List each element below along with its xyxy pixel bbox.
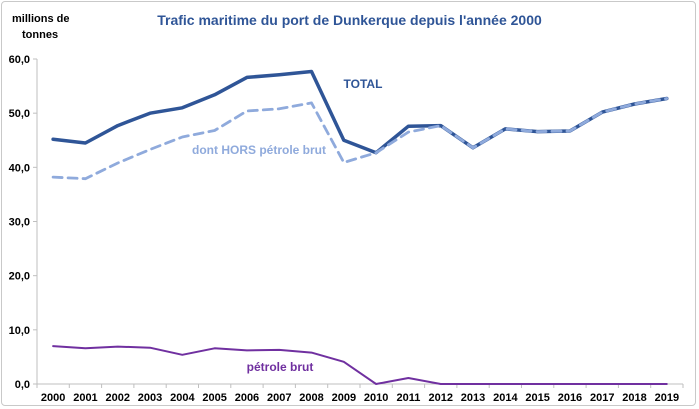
y-axis-label-line-2: tonnes <box>22 29 59 41</box>
x-tick-label: 2011 <box>397 392 421 404</box>
series-line-1 <box>51 97 669 181</box>
series-line-2 <box>52 345 668 385</box>
x-tick-label: 2017 <box>590 392 614 404</box>
x-tick-label: 2002 <box>106 392 130 404</box>
y-axis-label-line-1: millions de <box>12 13 70 25</box>
x-tick-label: 2018 <box>622 392 646 404</box>
x-tick-label: 2004 <box>170 392 195 404</box>
x-tick-label: 2010 <box>364 392 388 404</box>
y-tick-label: 50,0 <box>9 108 30 120</box>
series-label-0: TOTAL <box>344 77 383 91</box>
x-tick-label: 2006 <box>235 392 259 404</box>
series-line-0 <box>51 69 669 155</box>
x-tick-label: 2003 <box>138 392 162 404</box>
x-tick-label: 2000 <box>41 392 65 404</box>
x-tick-label: 2001 <box>73 392 97 404</box>
y-tick-label: 60,0 <box>9 54 30 66</box>
x-tick-label: 2016 <box>558 392 582 404</box>
y-tick-label: 0,0 <box>15 379 30 391</box>
series-label-1: dont HORS pétrole brut <box>192 143 326 157</box>
x-tick-label: 2009 <box>332 392 356 404</box>
y-tick-label: 10,0 <box>9 325 30 337</box>
chart-title: Trafic maritime du port de Dunkerque dep… <box>157 12 542 28</box>
x-tick-label: 2014 <box>493 392 518 404</box>
x-tick-label: 2015 <box>525 392 549 404</box>
y-tick-label: 40,0 <box>9 162 30 174</box>
x-tick-label: 2007 <box>267 392 291 404</box>
x-tick-label: 2013 <box>461 392 485 404</box>
x-tick-label: 2019 <box>655 392 679 404</box>
series-label-2: pétrole brut <box>247 360 314 374</box>
x-tick-label: 2005 <box>202 392 226 404</box>
y-tick-label: 30,0 <box>9 217 30 229</box>
x-tick-label: 2008 <box>299 392 323 404</box>
x-tick-label: 2012 <box>429 392 453 404</box>
y-tick-label: 20,0 <box>9 271 30 283</box>
